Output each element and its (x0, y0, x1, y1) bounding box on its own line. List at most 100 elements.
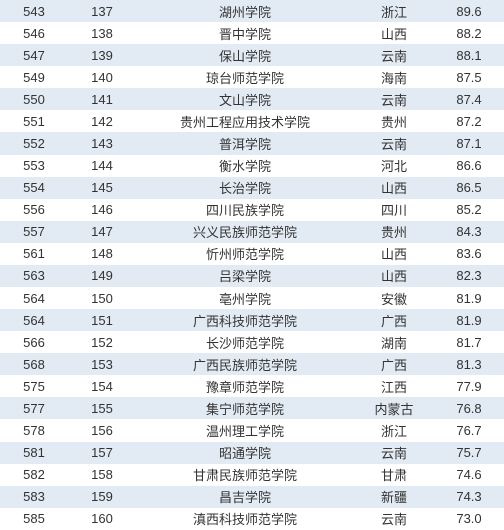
table-cell: 湖州学院 (136, 2, 354, 21)
table-cell: 73.0 (434, 511, 504, 526)
table-row: 554145长治学院山西86.5 (0, 177, 504, 199)
table-cell: 550 (0, 92, 68, 107)
table-cell: 145 (68, 180, 136, 195)
table-cell: 贵州 (354, 112, 434, 131)
table-row: 557147兴义民族师范学院贵州84.3 (0, 221, 504, 243)
table-cell: 集宁师范学院 (136, 399, 354, 418)
table-row: 566152长沙师范学院湖南81.7 (0, 331, 504, 353)
table-cell: 155 (68, 401, 136, 416)
table-cell: 150 (68, 291, 136, 306)
table-cell: 河北 (354, 156, 434, 175)
table-cell: 143 (68, 136, 136, 151)
table-cell: 87.1 (434, 136, 504, 151)
table-cell: 553 (0, 158, 68, 173)
table-cell: 543 (0, 4, 68, 19)
table-cell: 581 (0, 445, 68, 460)
table-cell: 156 (68, 423, 136, 438)
table-cell: 76.8 (434, 401, 504, 416)
table-cell: 583 (0, 489, 68, 504)
table-cell: 81.3 (434, 357, 504, 372)
table-cell: 广西 (354, 355, 434, 374)
table-cell: 普洱学院 (136, 134, 354, 153)
table-cell: 74.3 (434, 489, 504, 504)
table-cell: 昌吉学院 (136, 487, 354, 506)
table-cell: 云南 (354, 46, 434, 65)
table-cell: 81.9 (434, 313, 504, 328)
table-row: 546138晋中学院山西88.2 (0, 22, 504, 44)
table-cell: 甘肃民族师范学院 (136, 465, 354, 484)
table-cell: 147 (68, 224, 136, 239)
table-cell: 滇西科技师范学院 (136, 509, 354, 528)
table-row: 561148忻州师范学院山西83.6 (0, 243, 504, 265)
table-cell: 琼台师范学院 (136, 68, 354, 87)
table-cell: 568 (0, 357, 68, 372)
table-cell: 547 (0, 48, 68, 63)
table-cell: 江西 (354, 377, 434, 396)
table-cell: 山西 (354, 244, 434, 263)
table-row: 549140琼台师范学院海南87.5 (0, 66, 504, 88)
table-cell: 云南 (354, 134, 434, 153)
table-cell: 556 (0, 202, 68, 217)
table-cell: 云南 (354, 90, 434, 109)
table-cell: 546 (0, 26, 68, 41)
table-cell: 551 (0, 114, 68, 129)
table-cell: 吕梁学院 (136, 266, 354, 285)
table-row: 553144衡水学院河北86.6 (0, 155, 504, 177)
table-cell: 87.5 (434, 70, 504, 85)
table-cell: 豫章师范学院 (136, 377, 354, 396)
table-cell: 77.9 (434, 379, 504, 394)
table-cell: 75.7 (434, 445, 504, 460)
table-cell: 87.2 (434, 114, 504, 129)
table-cell: 昭通学院 (136, 443, 354, 462)
table-row: 585160滇西科技师范学院云南73.0 (0, 508, 504, 530)
table-cell: 温州理工学院 (136, 421, 354, 440)
table-cell: 89.6 (434, 4, 504, 19)
table-cell: 广西科技师范学院 (136, 311, 354, 330)
table-row: 582158甘肃民族师范学院甘肃74.6 (0, 464, 504, 486)
table-cell: 四川 (354, 200, 434, 219)
table-cell: 566 (0, 335, 68, 350)
table-cell: 浙江 (354, 421, 434, 440)
table-cell: 山西 (354, 24, 434, 43)
table-row: 550141文山学院云南87.4 (0, 88, 504, 110)
table-cell: 文山学院 (136, 90, 354, 109)
table-cell: 557 (0, 224, 68, 239)
table-cell: 长沙师范学院 (136, 333, 354, 352)
table-cell: 保山学院 (136, 46, 354, 65)
table-cell: 149 (68, 268, 136, 283)
table-row: 578156温州理工学院浙江76.7 (0, 419, 504, 441)
table-cell: 142 (68, 114, 136, 129)
table-cell: 158 (68, 467, 136, 482)
table-cell: 151 (68, 313, 136, 328)
table-cell: 554 (0, 180, 68, 195)
table-cell: 81.9 (434, 291, 504, 306)
table-cell: 四川民族学院 (136, 200, 354, 219)
table-cell: 浙江 (354, 2, 434, 21)
table-cell: 甘肃 (354, 465, 434, 484)
table-row: 551142贵州工程应用技术学院贵州87.2 (0, 110, 504, 132)
ranking-table: 543137湖州学院浙江89.6546138晋中学院山西88.2547139保山… (0, 0, 504, 530)
table-cell: 577 (0, 401, 68, 416)
table-cell: 141 (68, 92, 136, 107)
table-row: 575154豫章师范学院江西77.9 (0, 375, 504, 397)
table-cell: 内蒙古 (354, 399, 434, 418)
table-row: 543137湖州学院浙江89.6 (0, 0, 504, 22)
table-cell: 148 (68, 246, 136, 261)
table-row: 581157昭通学院云南75.7 (0, 442, 504, 464)
table-cell: 新疆 (354, 487, 434, 506)
table-row: 563149吕梁学院山西82.3 (0, 265, 504, 287)
table-cell: 160 (68, 511, 136, 526)
table-cell: 152 (68, 335, 136, 350)
table-cell: 552 (0, 136, 68, 151)
table-cell: 山西 (354, 266, 434, 285)
table-cell: 144 (68, 158, 136, 173)
table-cell: 83.6 (434, 246, 504, 261)
table-cell: 146 (68, 202, 136, 217)
table-cell: 云南 (354, 509, 434, 528)
table-row: 577155集宁师范学院内蒙古76.8 (0, 397, 504, 419)
table-cell: 575 (0, 379, 68, 394)
table-cell: 138 (68, 26, 136, 41)
table-cell: 74.6 (434, 467, 504, 482)
table-cell: 82.3 (434, 268, 504, 283)
table-cell: 154 (68, 379, 136, 394)
